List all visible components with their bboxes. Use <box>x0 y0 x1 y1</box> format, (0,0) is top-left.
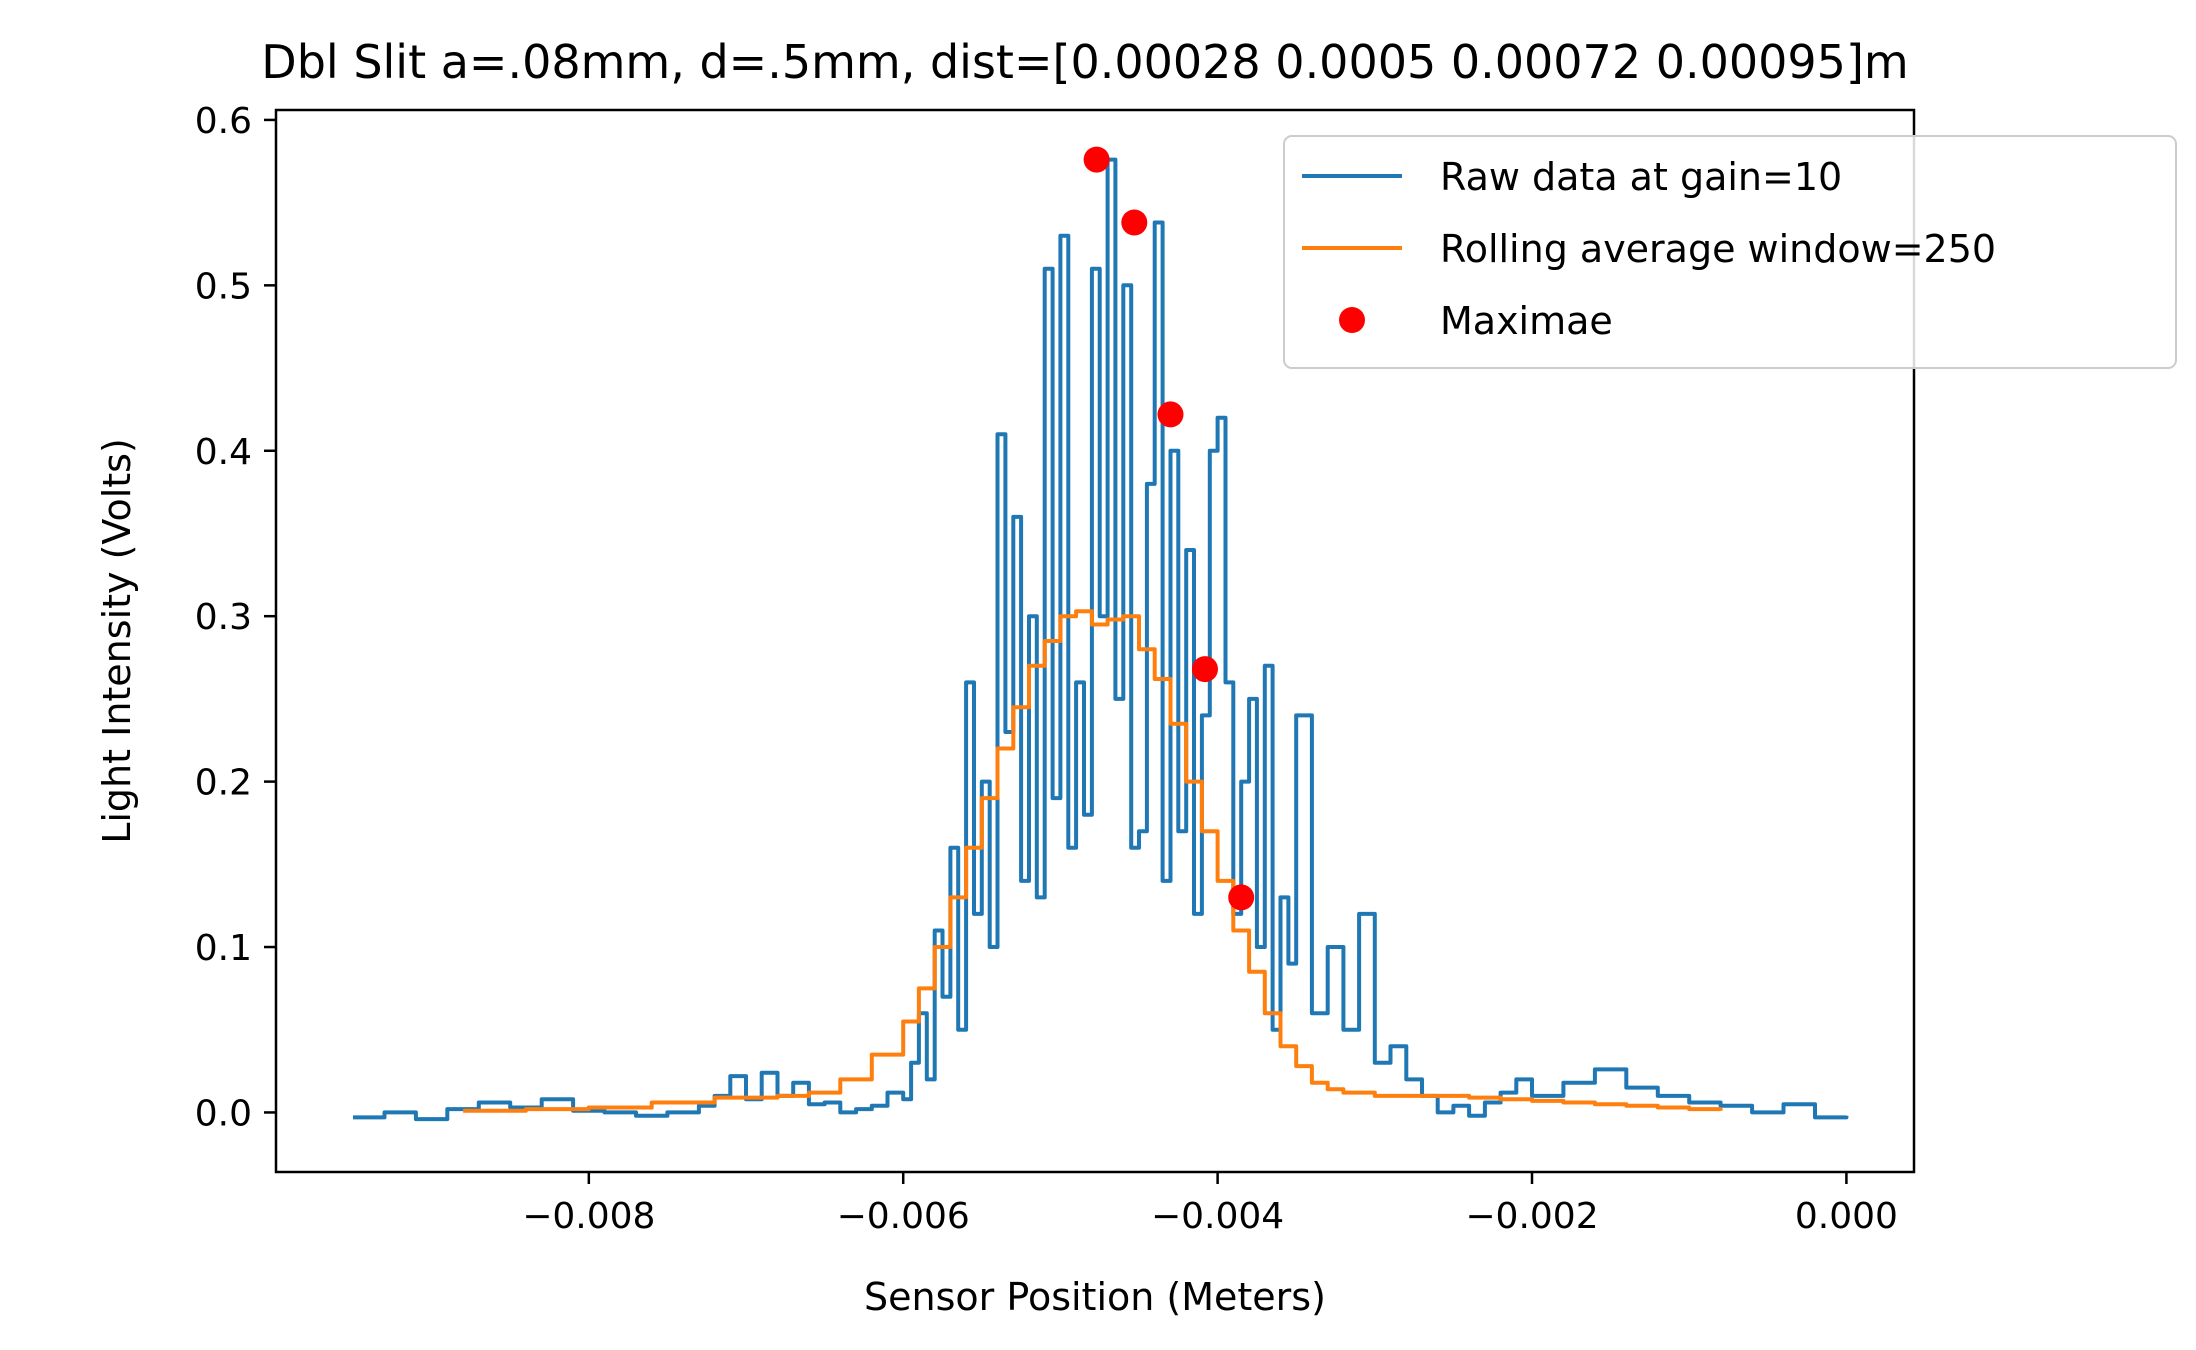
legend-label-rolling: Rolling average window=250 <box>1440 227 1996 271</box>
x-tick-label: −0.006 <box>837 1196 970 1237</box>
y-tick-label: 0.3 <box>195 597 252 638</box>
maximum-point <box>1192 656 1218 683</box>
plot-frame <box>274 108 1916 1174</box>
x-tick-label: 0.000 <box>1795 1196 1898 1237</box>
maximum-point <box>1121 209 1148 236</box>
maximum-point <box>1083 146 1110 173</box>
y-axis-ticks: 0.0 0.1 0.2 0.3 0.4 0.5 0.6 <box>195 101 276 1134</box>
maximum-point <box>1157 401 1184 428</box>
y-tick-label: 0.4 <box>195 432 252 473</box>
y-tick-label: 0.2 <box>195 763 252 804</box>
x-tick-label: −0.008 <box>522 1196 655 1237</box>
y-tick-label: 0.1 <box>195 928 252 969</box>
legend-label-maximae: Maximae <box>1440 299 1613 343</box>
y-tick-label: 0.5 <box>195 266 252 307</box>
x-axis-label: Sensor Position (Meters) <box>864 1275 1326 1319</box>
legend-label-raw: Raw data at gain=10 <box>1440 155 1842 199</box>
y-tick-label: 0.0 <box>195 1093 252 1134</box>
x-tick-label: −0.004 <box>1151 1196 1284 1237</box>
y-axis-label: Light Intensity (Volts) <box>95 438 139 844</box>
series-layer <box>353 146 1849 1122</box>
legend-box <box>1283 135 2177 369</box>
x-axis-ticks: −0.008 −0.006 −0.004 −0.002 0.000 <box>522 1172 1898 1237</box>
x-tick-label: −0.002 <box>1465 1196 1598 1237</box>
series-line-1 <box>463 609 1723 1113</box>
legend-swatch-maximae <box>1339 307 1365 333</box>
maximum-point <box>1228 884 1255 911</box>
chart-title: Dbl Slit a=.08mm, d=.5mm, dist=[0.00028 … <box>261 35 1908 89</box>
y-tick-label: 0.6 <box>195 101 252 142</box>
legend: Raw data at gain=10 Rolling average wind… <box>1283 135 2177 369</box>
